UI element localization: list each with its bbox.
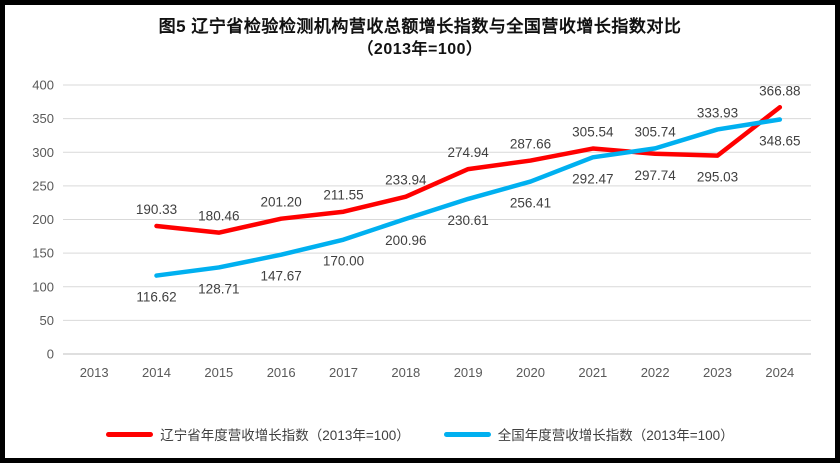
legend-label-national: 全国年度营收增长指数（2013年=100）	[497, 428, 734, 443]
data-label-series-0: 190.33	[136, 202, 177, 217]
legend-label-liaoning: 辽宁省年度营收增长指数（2013年=100）	[160, 428, 410, 443]
data-label-series-1: 305.74	[635, 124, 677, 139]
y-axis-tick-label: 400	[32, 77, 54, 92]
data-label-series-0: 287.66	[510, 136, 551, 151]
y-axis-tick-label: 300	[32, 144, 54, 159]
x-axis-tick-label: 2024	[765, 365, 794, 380]
x-axis-tick-label: 2015	[204, 365, 233, 380]
data-label-series-1: 230.61	[448, 212, 489, 227]
y-axis-tick-label: 100	[32, 279, 54, 294]
plot-area: 0 50 100 150 200 250 300 350 400 2013 2014 2015 2016…	[5, 61, 835, 420]
data-label-series-0: 211.55	[323, 187, 363, 202]
y-axis-tick-label: 150	[32, 245, 54, 260]
series-line-0	[154, 104, 783, 235]
data-label-series-0: 233.94	[385, 172, 427, 187]
x-axis-tick-label: 2023	[703, 365, 732, 380]
x-axis-tick-label: 2018	[391, 365, 420, 380]
x-axis-tick-label: 2022	[641, 365, 670, 380]
x-axis-tick-label: 2020	[516, 365, 545, 380]
data-label-series-1: 256.41	[510, 195, 551, 210]
y-axis-tick-label: 0	[47, 346, 54, 361]
data-label-series-1: 348.65	[759, 133, 800, 148]
data-label-series-0: 295.03	[697, 169, 738, 184]
data-label-series-1: 292.47	[572, 171, 613, 186]
x-axis-tick-label: 2021	[578, 365, 607, 380]
data-label-series-0: 180.46	[198, 208, 239, 223]
series-line-1	[154, 116, 783, 278]
data-label-series-0: 305.54	[572, 124, 614, 139]
chart-legend: 辽宁省年度营收增长指数（2013年=100） 全国年度营收增长指数（2013年=…	[5, 420, 835, 458]
chart-title-line1: 图5 辽宁省检验检测机构营收总额增长指数与全国营收增长指数对比	[158, 17, 682, 36]
y-axis-tick-label: 250	[32, 178, 54, 193]
y-axis-tick-label: 50	[40, 312, 54, 327]
data-label-series-1: 147.67	[261, 268, 302, 283]
y-axis-tick-label: 200	[32, 212, 54, 227]
legend-line-swatch-red	[106, 431, 154, 437]
x-axis-tick-label: 2017	[329, 365, 358, 380]
data-label-series-0: 297.74	[635, 167, 677, 182]
chart-title: 图5 辽宁省检验检测机构营收总额增长指数与全国营收增长指数对比 （2013年=1…	[5, 5, 835, 61]
legend-line-swatch-blue	[443, 431, 491, 437]
data-label-series-1: 200.96	[385, 232, 426, 247]
y-axis-tick-label: 350	[32, 111, 54, 126]
chart-title-line2: （2013年=100）	[357, 40, 483, 58]
x-axis-tick-label: 2016	[267, 365, 296, 380]
data-label-series-0: 274.94	[448, 145, 490, 160]
data-label-series-1: 116.62	[136, 289, 176, 304]
x-axis-tick-label: 2013	[80, 365, 109, 380]
x-axis-tick-label: 2014	[142, 365, 171, 380]
data-label-series-1: 333.93	[697, 105, 738, 120]
x-axis-tick-label: 2019	[454, 365, 483, 380]
data-label-series-1: 170.00	[323, 253, 364, 268]
data-label-series-0: 201.20	[261, 194, 302, 209]
legend-item-national: 全国年度营收增长指数（2013年=100）	[443, 424, 734, 444]
line-chart-svg: 0 50 100 150 200 250 300 350 400 2013 2014 2015 2016…	[32, 77, 811, 380]
legend-item-liaoning: 辽宁省年度营收增长指数（2013年=100）	[106, 424, 410, 444]
data-label-series-1: 128.71	[198, 281, 239, 296]
data-label-series-0: 366.88	[759, 83, 800, 98]
